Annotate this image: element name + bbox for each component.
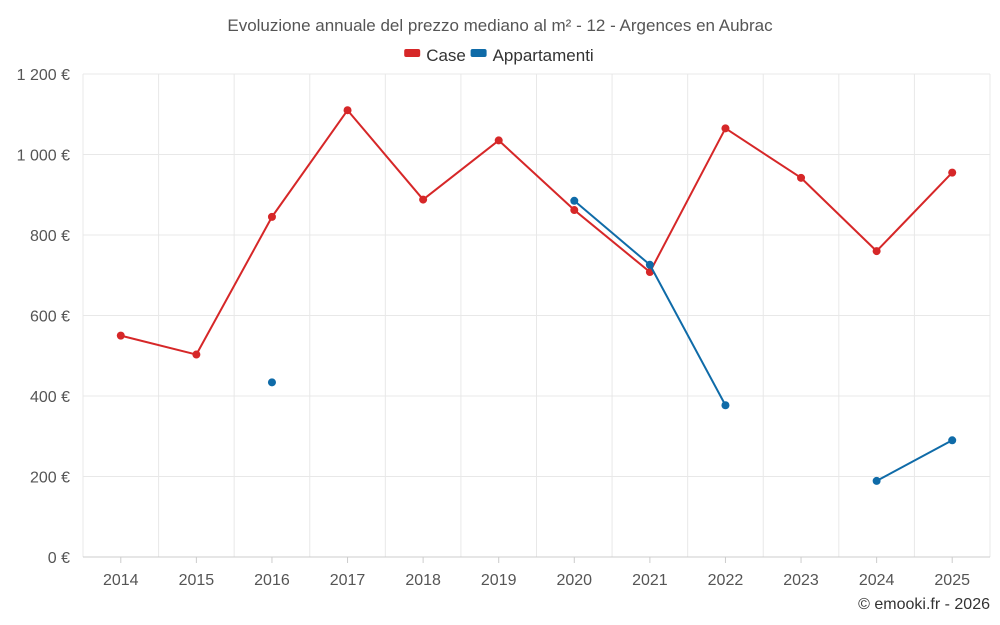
- chart-title: Evoluzione annuale del prezzo mediano al…: [227, 16, 773, 35]
- legend-item-appartamenti[interactable]: Appartamenti: [470, 46, 594, 65]
- data-point-case[interactable]: [267, 212, 276, 221]
- data-point-case[interactable]: [721, 124, 730, 133]
- legend[interactable]: Case Appartamenti: [404, 46, 594, 65]
- axes: 0 € 200 € 400 € 600 € 800 € 1 000 € 1 200 € 201…: [17, 67, 990, 589]
- x-tick-label: 2023: [783, 572, 819, 589]
- legend-swatch-appartamenti: [470, 49, 487, 57]
- y-tick-label: 0 €: [48, 550, 70, 567]
- data-point-case[interactable]: [570, 206, 579, 215]
- data-point-case[interactable]: [419, 195, 428, 204]
- data-point-appartamenti[interactable]: [267, 378, 276, 387]
- data-point-appartamenti[interactable]: [948, 436, 957, 445]
- x-tick-label: 2015: [179, 572, 215, 589]
- data-point-appartamenti[interactable]: [872, 476, 881, 485]
- x-tick-label: 2014: [103, 572, 139, 589]
- x-tick-label: 2017: [330, 572, 366, 589]
- data-point-case[interactable]: [872, 247, 881, 256]
- x-tick-label: 2024: [859, 572, 895, 589]
- y-tick-label: 1 000 €: [17, 148, 70, 165]
- data-point-appartamenti[interactable]: [721, 401, 730, 410]
- data-point-case[interactable]: [797, 173, 806, 182]
- x-tick-label: 2025: [934, 572, 970, 589]
- x-tick-label: 2016: [254, 572, 290, 589]
- data-point-appartamenti[interactable]: [570, 196, 579, 205]
- grid-lines: [82, 73, 991, 557]
- series-line-appartamenti: [875, 439, 954, 482]
- data-point-case[interactable]: [116, 331, 125, 340]
- series-line-appartamenti: [573, 199, 727, 407]
- x-tick-label: 2021: [632, 572, 668, 589]
- y-tick-label: 400 €: [30, 389, 70, 406]
- data-point-case[interactable]: [948, 168, 957, 177]
- x-tick-label: 2020: [556, 572, 592, 589]
- legend-swatch-case: [404, 49, 421, 57]
- data-point-case[interactable]: [343, 106, 352, 115]
- legend-item-case[interactable]: Case: [404, 46, 466, 65]
- legend-label-case: Case: [426, 46, 466, 65]
- series-line-case: [119, 109, 954, 356]
- x-tick-label: 2019: [481, 572, 517, 589]
- y-tick-label: 600 €: [30, 309, 70, 326]
- y-tick-label: 800 €: [30, 228, 70, 245]
- y-tick-label: 1 200 €: [17, 67, 70, 84]
- legend-label-appartamenti: Appartamenti: [493, 46, 594, 65]
- credit-text: © emooki.fr - 2026: [858, 596, 990, 613]
- data-point-case[interactable]: [494, 136, 503, 145]
- data-point-case[interactable]: [192, 350, 201, 359]
- data-point-appartamenti[interactable]: [645, 260, 654, 269]
- x-tick-label: 2018: [405, 572, 441, 589]
- x-tick-label: 2022: [708, 572, 744, 589]
- series-layer: [116, 106, 957, 485]
- y-tick-label: 200 €: [30, 470, 70, 487]
